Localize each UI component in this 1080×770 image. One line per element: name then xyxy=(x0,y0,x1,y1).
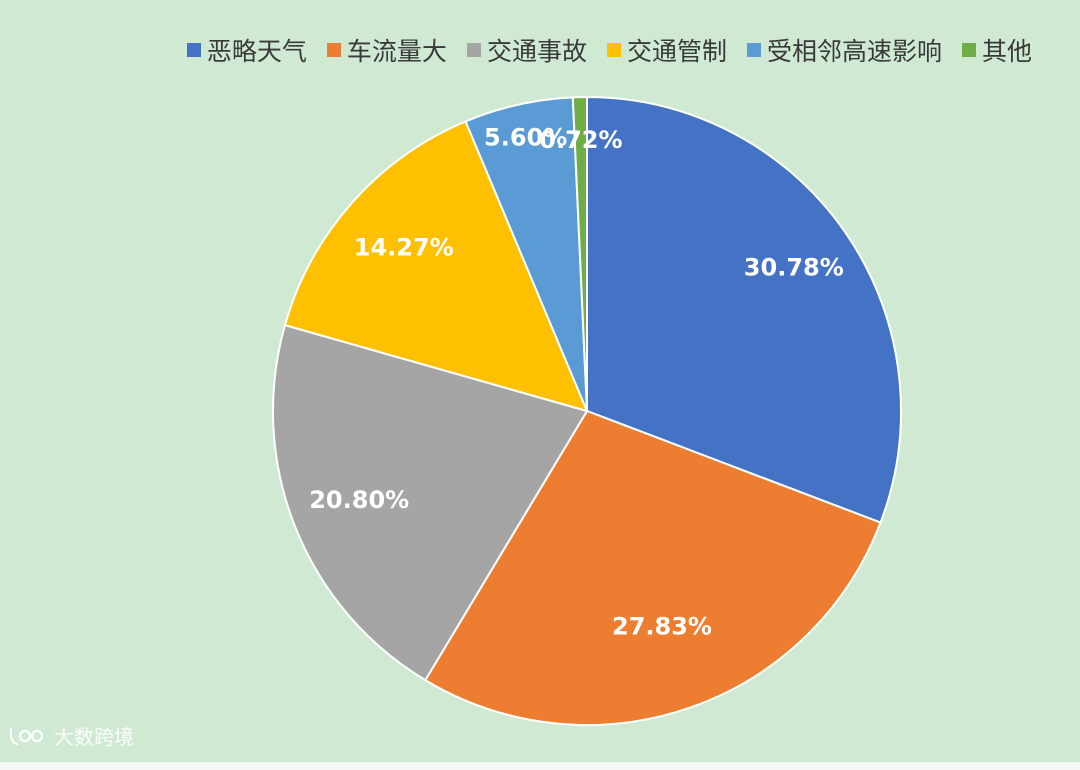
legend-swatch xyxy=(466,43,481,57)
slice-data-label: 20.80% xyxy=(309,486,409,514)
legend-label: 车流量大 xyxy=(346,37,447,66)
legend-label: 交通管制 xyxy=(626,37,727,66)
slice-data-label: 14.27% xyxy=(354,234,454,262)
legend-swatch xyxy=(186,43,201,57)
legend-item: 受相邻高速影响 xyxy=(746,32,942,68)
legend-label: 恶略天气 xyxy=(206,37,307,66)
watermark: 大数跨境 xyxy=(8,721,134,750)
legend-item: 其他 xyxy=(961,32,1032,68)
pie-slice xyxy=(423,409,882,726)
slice-data-label: 27.83% xyxy=(612,613,712,641)
chart-legend: 恶略天气 车流量大 交通事故 交通管制 受相邻高速影响 其他 xyxy=(186,32,1032,68)
legend-item: 交通管制 xyxy=(606,32,727,68)
slice-data-label: 5.60% xyxy=(484,123,567,151)
pie-slice xyxy=(586,95,902,524)
legend-item: 恶略天气 xyxy=(186,32,307,68)
legend-swatch xyxy=(326,43,341,57)
legend-swatch xyxy=(746,43,761,57)
legend-label: 受相邻高速影响 xyxy=(766,37,942,66)
watermark-text: 大数跨境 xyxy=(54,725,134,749)
legend-item: 车流量大 xyxy=(326,32,447,68)
legend-label: 交通事故 xyxy=(486,37,587,66)
legend-swatch xyxy=(961,43,976,57)
watermark-logo-icon xyxy=(9,727,44,745)
pie-slice xyxy=(272,323,589,682)
slice-data-label: 0.72% xyxy=(539,126,622,154)
legend-item: 交通事故 xyxy=(466,32,587,68)
pie-slice xyxy=(283,120,589,413)
legend-swatch xyxy=(606,43,621,57)
legend-label: 其他 xyxy=(981,37,1032,66)
slice-data-label: 30.78% xyxy=(744,253,844,281)
pie-slice xyxy=(571,95,588,412)
